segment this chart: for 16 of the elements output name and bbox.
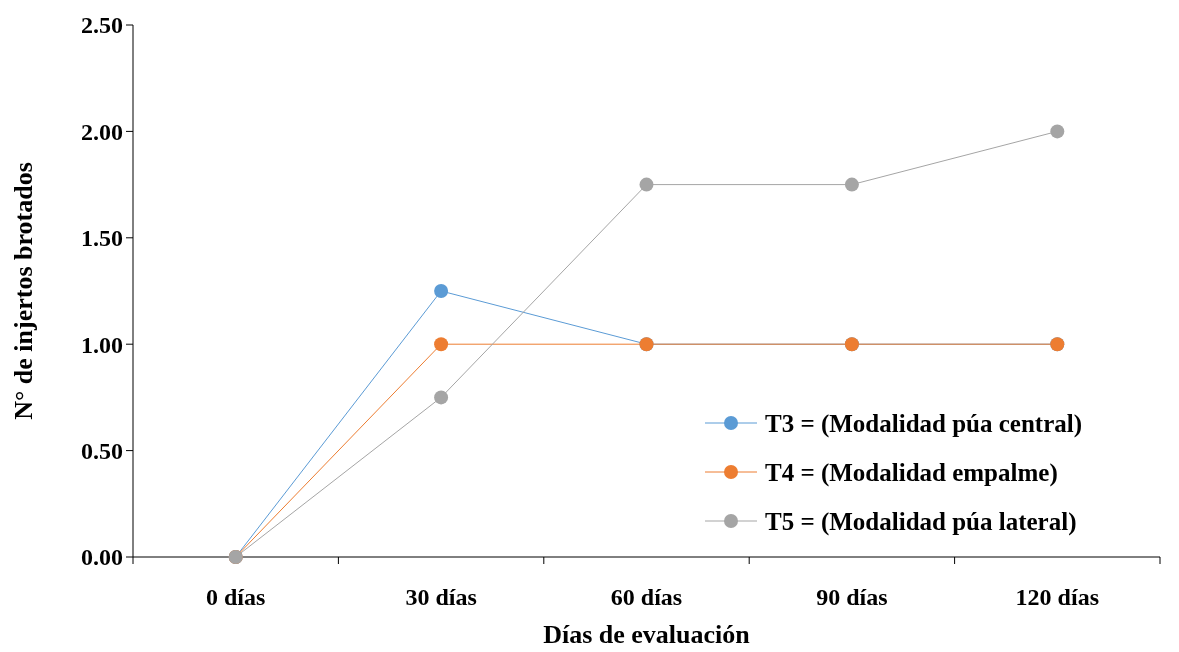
y-tick-label: 0.00 bbox=[81, 544, 123, 571]
y-tick-label: 0.50 bbox=[81, 438, 123, 464]
x-tick-label: 120 días bbox=[1015, 584, 1099, 610]
x-tick-label: 60 días bbox=[610, 584, 683, 610]
y-tick-label: 2.00 bbox=[81, 118, 123, 145]
x-tick-label: 90 días bbox=[816, 584, 888, 610]
y-axis-title: N° de injertos brotados bbox=[9, 162, 38, 420]
x-tick-label: 30 días bbox=[405, 584, 477, 610]
x-axis-title: Días de evaluación bbox=[543, 620, 751, 649]
legend-label: T4 = (Modalidad empalme) bbox=[765, 458, 1058, 487]
legend-label: T5 = (Modalidad púa lateral) bbox=[765, 507, 1077, 536]
y-tick-label: 1.00 bbox=[81, 331, 123, 358]
legend-label: T3 = (Modalidad púa central) bbox=[765, 409, 1083, 438]
x-tick-label: 0 días bbox=[206, 584, 266, 610]
y-tick-label: 2.50 bbox=[81, 12, 123, 39]
y-tick-label: 1.50 bbox=[81, 225, 123, 252]
